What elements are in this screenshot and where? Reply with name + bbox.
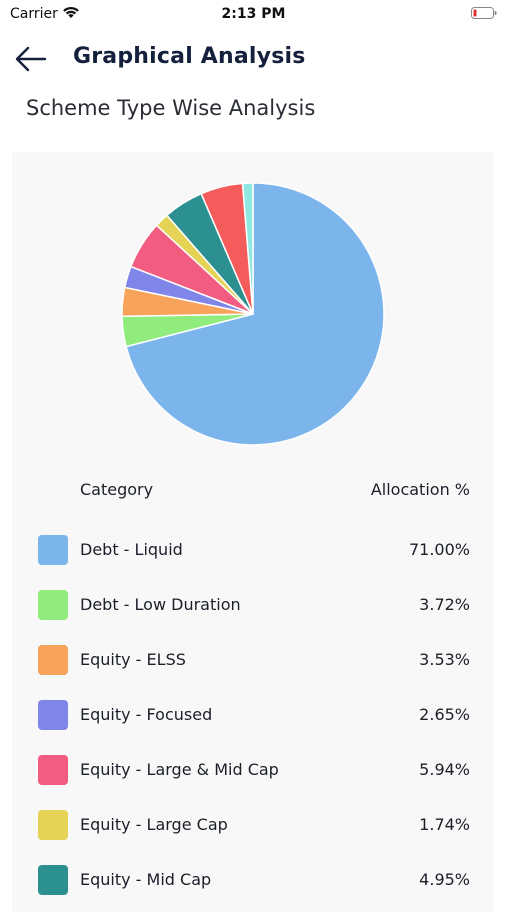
allocation-value: 1.74% <box>419 815 470 834</box>
category-label: Equity - Mid Cap <box>80 870 212 889</box>
carrier-label: Carrier <box>10 6 58 22</box>
legend-swatch <box>38 535 68 565</box>
page-title: Graphical Analysis <box>73 44 306 69</box>
pie-slice-0 <box>125 182 385 446</box>
category-label: Debt - Low Duration <box>80 595 241 614</box>
pie-slice-8 <box>241 182 254 315</box>
legend-swatch <box>38 810 68 840</box>
category-label: Equity - Focused <box>80 705 213 724</box>
legend-swatch <box>38 700 68 730</box>
status-time: 2:13 PM <box>221 6 286 22</box>
category-label: Equity - Large & Mid Cap <box>80 760 279 779</box>
allocation-header: Allocation % <box>370 480 470 499</box>
legend-swatch <box>38 865 68 895</box>
allocation-value: 5.94% <box>419 760 470 779</box>
list-item: Equity - ELSS 3.53% <box>38 645 470 677</box>
navigation-bar: Graphical Analysis <box>0 32 507 84</box>
allocation-value: 4.95% <box>419 870 470 889</box>
section-title: Scheme Type Wise Analysis <box>26 96 316 120</box>
wifi-icon <box>63 6 79 18</box>
list-item: Equity - Large Cap 1.74% <box>38 810 470 842</box>
legend-swatch <box>38 755 68 785</box>
category-header: Category <box>80 480 154 499</box>
category-label: Equity - ELSS <box>80 650 186 669</box>
category-label: Equity - Large Cap <box>80 815 228 834</box>
allocation-value: 71.00% <box>408 540 470 559</box>
allocation-value: 3.53% <box>419 650 470 669</box>
category-label: Debt - Liquid <box>80 540 183 559</box>
allocation-value: 2.65% <box>419 705 470 724</box>
legend-swatch <box>38 645 68 675</box>
legend-swatch <box>38 590 68 620</box>
allocation-value: 3.72% <box>419 595 470 614</box>
list-item: Equity - Focused 2.65% <box>38 700 470 732</box>
list-item: Equity - Large & Mid Cap 5.94% <box>38 755 470 787</box>
list-item: Debt - Liquid 71.00% <box>38 535 470 567</box>
status-bar: Carrier 2:13 PM <box>0 0 507 30</box>
analysis-card: Category Allocation % Debt - Liquid 71.0… <box>12 152 494 912</box>
battery-icon <box>471 7 497 19</box>
allocation-pie-chart <box>121 182 385 446</box>
list-item: Equity - Mid Cap 4.95% <box>38 865 470 897</box>
list-item: Debt - Low Duration 3.72% <box>38 590 470 622</box>
back-arrow-icon[interactable] <box>12 42 48 76</box>
